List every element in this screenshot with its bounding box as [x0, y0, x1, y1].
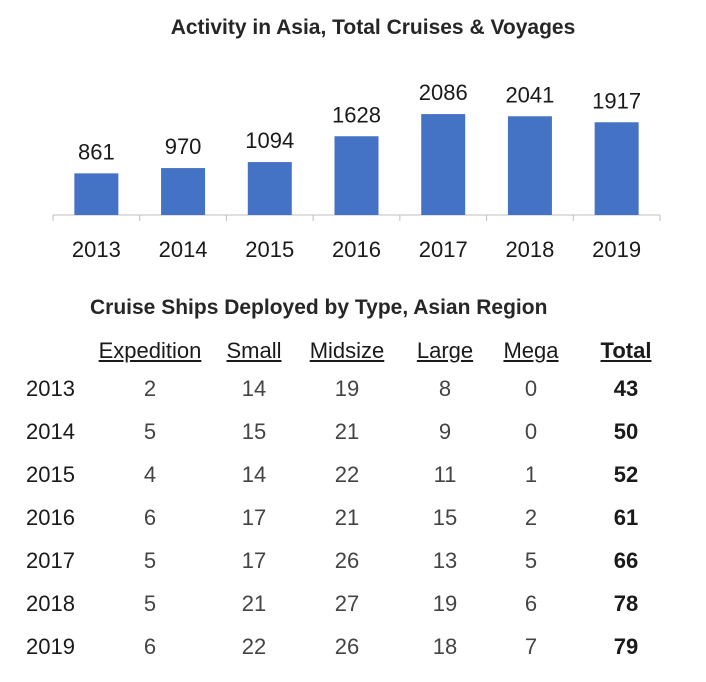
data-label-2018: 2041 — [505, 82, 554, 107]
header-large: Large — [416, 338, 474, 363]
chart-title: Activity in Asia, Total Cruises & Voyage… — [170, 16, 576, 39]
row-year: 2015 — [26, 462, 75, 487]
cell-large: 15 — [432, 505, 458, 530]
bar-2015 — [247, 162, 292, 215]
cell-large: 19 — [432, 591, 458, 616]
cell-total: 79 — [613, 634, 639, 659]
cell-total: 66 — [613, 548, 639, 573]
bar-2018 — [507, 116, 552, 215]
cell-expedition: 6 — [143, 505, 157, 530]
data-label-2019: 1917 — [592, 88, 641, 113]
header-small: Small — [226, 338, 282, 363]
cell-midsize: 19 — [334, 376, 360, 401]
row-year: 2014 — [26, 419, 75, 444]
cell-expedition: 6 — [143, 634, 157, 659]
cell-midsize: 21 — [334, 419, 360, 444]
table-row: 2018 5 21 27 19 6 78 — [0, 591, 706, 631]
x-tick-label-2016: 2016 — [332, 237, 381, 262]
cell-mega: 1 — [524, 462, 538, 487]
cell-midsize: 26 — [334, 548, 360, 573]
header-total: Total — [600, 338, 652, 363]
bar-2014 — [161, 168, 206, 215]
header-midsize: Midsize — [309, 338, 385, 363]
cell-mega: 6 — [524, 591, 538, 616]
row-year: 2018 — [26, 591, 75, 616]
x-tick-label-2018: 2018 — [505, 237, 554, 262]
data-label-2013: 861 — [78, 139, 115, 164]
cell-mega: 0 — [524, 376, 538, 401]
cell-midsize: 26 — [334, 634, 360, 659]
cell-mega: 2 — [524, 505, 538, 530]
row-year: 2019 — [26, 634, 75, 659]
cell-expedition: 5 — [143, 548, 157, 573]
bar-2013 — [74, 173, 119, 215]
bar-2017 — [421, 114, 466, 215]
bar-2016 — [334, 136, 379, 215]
cell-small: 22 — [241, 634, 267, 659]
cell-expedition: 2 — [143, 376, 157, 401]
cell-midsize: 21 — [334, 505, 360, 530]
x-tick-label-2014: 2014 — [159, 237, 208, 262]
cell-large: 13 — [432, 548, 458, 573]
cell-small: 17 — [241, 548, 267, 573]
table-row: 2014 5 15 21 9 0 50 — [0, 419, 706, 459]
cell-large: 9 — [438, 419, 452, 444]
cell-expedition: 5 — [143, 591, 157, 616]
data-label-2015: 1094 — [245, 128, 294, 153]
x-tick-label-2013: 2013 — [72, 237, 121, 262]
cell-total: 43 — [613, 376, 639, 401]
table-row: 2016 6 17 21 15 2 61 — [0, 505, 706, 545]
table-row: 2019 6 22 26 18 7 79 — [0, 634, 706, 674]
cell-small: 15 — [241, 419, 267, 444]
cell-small: 17 — [241, 505, 267, 530]
bar-2019 — [594, 122, 639, 215]
cell-mega: 0 — [524, 419, 538, 444]
table-row: 2013 2 14 19 8 0 43 — [0, 376, 706, 416]
header-mega: Mega — [503, 338, 559, 363]
cell-small: 14 — [241, 376, 267, 401]
cell-total: 50 — [613, 419, 639, 444]
x-tick-label-2019: 2019 — [592, 237, 641, 262]
row-year: 2013 — [26, 376, 75, 401]
table-row: 2015 4 14 22 11 1 52 — [0, 462, 706, 502]
header-expedition: Expedition — [98, 338, 202, 363]
x-tick-label-2017: 2017 — [419, 237, 468, 262]
cell-total: 78 — [613, 591, 639, 616]
row-year: 2016 — [26, 505, 75, 530]
cell-midsize: 27 — [334, 591, 360, 616]
table-row: 2017 5 17 26 13 5 66 — [0, 548, 706, 588]
bar-chart: 861 2013 970 2014 1094 2015 1628 2016 2086 2017 20… — [52, 80, 661, 262]
cell-large: 18 — [432, 634, 458, 659]
cell-midsize: 22 — [334, 462, 360, 487]
data-label-2016: 1628 — [332, 102, 381, 127]
cell-total: 52 — [613, 462, 639, 487]
cell-large: 8 — [438, 376, 452, 401]
data-label-2017: 2086 — [419, 80, 468, 105]
cell-small: 21 — [241, 591, 267, 616]
cell-small: 14 — [241, 462, 267, 487]
data-label-2014: 970 — [165, 134, 202, 159]
cell-expedition: 5 — [143, 419, 157, 444]
cell-total: 61 — [613, 505, 639, 530]
cell-mega: 5 — [524, 548, 538, 573]
cell-large: 11 — [433, 462, 457, 487]
cell-mega: 7 — [524, 634, 538, 659]
row-year: 2017 — [26, 548, 75, 573]
table-title: Cruise Ships Deployed by Type, Asian Reg… — [90, 296, 548, 319]
cell-expedition: 4 — [143, 462, 157, 487]
x-tick-label-2015: 2015 — [245, 237, 294, 262]
